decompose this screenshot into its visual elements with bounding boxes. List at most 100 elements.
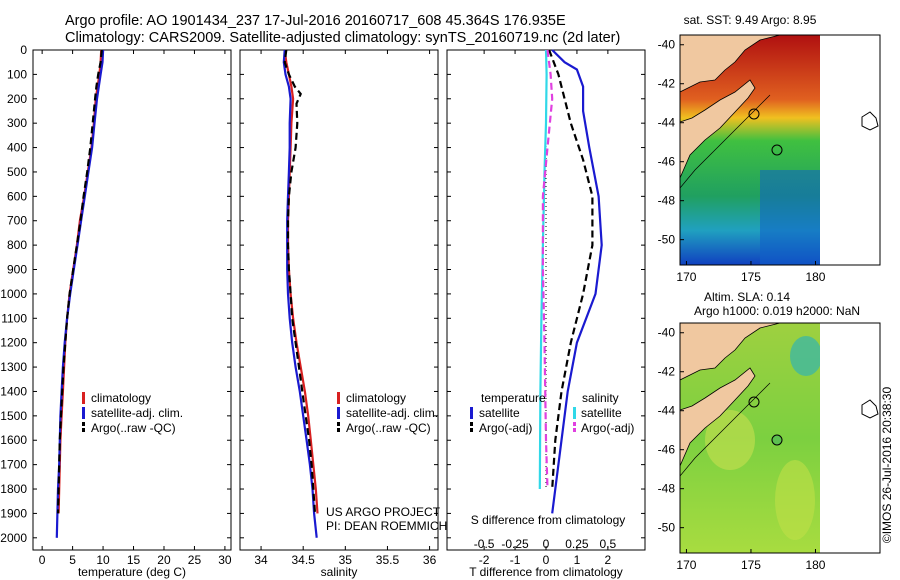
x-tick-label: 5	[69, 553, 76, 567]
argo-position-marker	[771, 144, 783, 156]
depth-tick-label: 2000	[0, 531, 27, 545]
x-tick-label: 34	[254, 553, 268, 567]
difference-legend: temperature satellite Argo(-adj) salinit…	[470, 391, 634, 435]
sla-land-north	[680, 323, 781, 381]
map-lat-label: -42	[658, 365, 676, 379]
x-tick-label: 0	[543, 553, 550, 567]
map-lat-label: -40	[658, 326, 676, 340]
series-line	[541, 49, 554, 490]
sla-high-2	[775, 460, 815, 540]
series-line	[56, 49, 103, 514]
depth-tick-label: 1200	[0, 336, 27, 350]
map-lon-label: 175	[741, 558, 761, 572]
sst-land-south	[680, 79, 756, 179]
legend-label-argo: Argo(..raw -QC)	[91, 421, 176, 435]
x-tick-label: 2	[605, 553, 612, 567]
series-line	[283, 49, 317, 514]
legend-label-t-satellite: satellite	[479, 406, 520, 420]
legend-label-s-satellite: satellite	[581, 406, 622, 420]
sst-map-ticks: 170 175 180 -40 -42 -44 -46 -48 -50	[658, 38, 826, 284]
depth-tick-label: 700	[7, 214, 27, 228]
salinity-plot: 34 34.5 35 35.5 36	[254, 49, 437, 567]
legend-swatch-t-satellite	[470, 407, 473, 419]
map-lat-label: -46	[658, 443, 676, 457]
x-tick-label: 0	[39, 553, 46, 567]
header-line-1: Argo profile: AO 1901434_237 17-Jul-2016…	[65, 13, 566, 29]
sst-island	[748, 108, 760, 120]
map-lat-label: -44	[658, 116, 676, 130]
sst-isobath	[680, 94, 771, 189]
series-line	[551, 49, 603, 514]
sla-island	[748, 396, 760, 408]
x-tick-label: 25	[188, 553, 202, 567]
s-diff-tick-label: 0.5	[600, 537, 617, 551]
sst-land-north	[680, 35, 781, 93]
salinity-axis-label: salinity	[321, 565, 358, 579]
depth-tick-label: 1800	[0, 482, 27, 496]
map-lon-label: 180	[805, 270, 825, 284]
map-lat-label: -48	[658, 482, 676, 496]
x-tick-label: 35	[339, 553, 353, 567]
sst-map-title: sat. SST: 9.49 Argo: 8.95	[684, 13, 817, 27]
legend-label-t-argo: Argo(-adj)	[479, 421, 532, 435]
legend-swatch-satellite	[337, 407, 340, 419]
salinity-legend: climatology satellite-adj. clim. Argo(..…	[337, 391, 438, 435]
depth-tick-label: 400	[7, 141, 27, 155]
depth-tick-label: 1100	[1, 311, 27, 325]
series-line	[55, 49, 105, 538]
map-lon-label: 175	[741, 270, 761, 284]
depth-tick-label: 600	[7, 189, 27, 203]
legend-label-satellite: satellite-adj. clim.	[91, 406, 183, 420]
map-lon-label: 170	[676, 270, 696, 284]
sla-map-title-2: Argo h1000: 0.019 h2000: NaN	[694, 304, 860, 318]
credit-text: US ARGO PROJECT	[326, 505, 441, 519]
legend-label-climatology: climatology	[91, 391, 151, 405]
depth-tick-label: 1500	[0, 409, 27, 423]
imos-stamp: ©IMOS 26-Jul-2016 20:38:30	[880, 387, 894, 544]
map-lat-label: -48	[658, 194, 676, 208]
depth-tick-label: 300	[7, 116, 27, 130]
temperature-plot-frame	[32, 49, 232, 551]
x-tick-label: -1	[510, 553, 521, 567]
sst-map-frame	[679, 34, 881, 266]
x-tick-label: 15	[127, 553, 141, 567]
sla-map-frame	[679, 322, 881, 554]
map-lat-label: -50	[658, 233, 676, 247]
legend-heading-salinity: salinity	[582, 391, 619, 405]
sst-cold-patch	[760, 170, 820, 265]
legend-swatch-climatology	[337, 392, 340, 404]
s-diff-tick-label: -0.25	[501, 537, 529, 551]
map-lat-label: -42	[658, 77, 676, 91]
x-tick-label: -2	[479, 553, 490, 567]
x-tick-label: 20	[157, 553, 171, 567]
legend-swatch-satellite	[82, 407, 85, 419]
depth-tick-label: 500	[7, 165, 27, 179]
legend-swatch-s-satellite	[573, 407, 576, 419]
t-difference-axis-label: T difference from climatology	[469, 565, 623, 579]
depth-tick-label: 1300	[0, 360, 27, 374]
s-diff-tick-label: -0.5	[474, 537, 495, 551]
sla-island-east	[861, 399, 879, 419]
sst-island-east	[861, 111, 879, 131]
sla-map-ticks: 170 175 180 -40 -42 -44 -46 -48 -50	[658, 326, 826, 572]
depth-tick-label: 1700	[0, 458, 27, 472]
s-diff-tick-label: 0.25	[565, 537, 589, 551]
sla-map-title-1: Altim. SLA: 0.14	[704, 290, 790, 304]
temperature-axis-label: temperature (deg C)	[78, 565, 186, 579]
salinity-plot-frame	[239, 49, 439, 551]
depth-axis: 0 100 200 300 400 500 600 700 800 900 1000 1100 1200…	[0, 43, 645, 545]
header-line-2: Climatology: CARS2009. Satellite-adjuste…	[65, 30, 620, 46]
map-lon-label: 170	[676, 558, 696, 572]
x-tick-label: 36	[423, 553, 437, 567]
legend-swatch-climatology	[82, 392, 85, 404]
map-lat-label: -50	[658, 521, 676, 535]
x-tick-label: 35.5	[376, 553, 400, 567]
map-lon-label: 180	[805, 558, 825, 572]
sla-high	[705, 410, 755, 470]
legend-label-satellite: satellite-adj. clim.	[346, 406, 438, 420]
map-lat-label: -46	[658, 155, 676, 169]
x-tick-label: 30	[218, 553, 232, 567]
difference-plot: -2 -1 0 1 2 -0.5 -0.25 0 0.25 0.5	[474, 49, 617, 567]
temperature-plot: 0 5 10 15 20 25 30	[39, 49, 232, 567]
sla-isobath	[680, 382, 771, 477]
